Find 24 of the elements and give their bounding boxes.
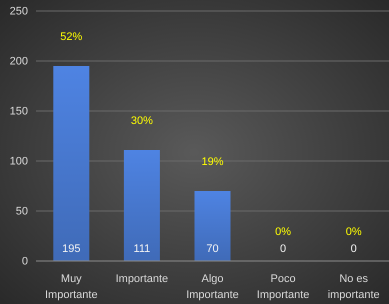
- y-tick-label: 50: [16, 206, 28, 218]
- y-tick-label: 0: [22, 256, 28, 268]
- data-label: 0: [350, 243, 357, 255]
- y-tick-label: 250: [10, 6, 28, 18]
- annotation: 30%: [130, 114, 154, 127]
- data-label: 70: [206, 243, 219, 255]
- data-label: 111: [134, 243, 150, 255]
- bar: [194, 191, 231, 261]
- y-tick-label: 200: [10, 56, 28, 68]
- annotation: 0%: [275, 226, 292, 238]
- x-tick-label: Poco Importante: [256, 273, 310, 301]
- y-tick-label: 100: [10, 156, 28, 168]
- data-label: 195: [62, 243, 80, 255]
- data-label: 0: [280, 243, 286, 255]
- x-tick-label: Algo Importante: [186, 273, 239, 301]
- x-tick-label: Importante: [116, 273, 168, 285]
- bar: [124, 150, 160, 261]
- x-tick-label: No es importante: [328, 273, 380, 301]
- y-tick-label: 150: [10, 106, 28, 118]
- bar: [53, 66, 90, 261]
- annotation: 19%: [201, 156, 224, 168]
- annotation: 52%: [60, 30, 83, 43]
- x-tick-label: Muy Importante: [45, 273, 98, 301]
- annotation: 0%: [346, 226, 362, 238]
